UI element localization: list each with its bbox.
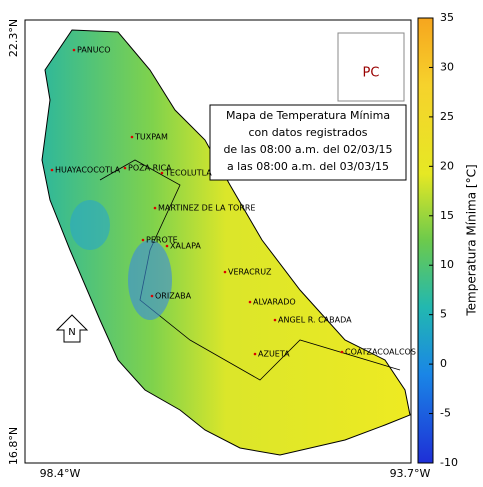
city-dot [50,168,54,172]
city-label: AZUETA [258,350,290,359]
city-dot [153,206,157,210]
title-line: de las 08:00 a.m. del 02/03/15 [223,143,392,156]
city-dot [248,300,252,304]
tick-label: 15 [440,209,454,222]
city-dot [72,48,76,52]
logo-box [337,32,405,102]
city-label: ALVARADO [253,298,296,307]
logo: PC [363,66,380,81]
city-label: ORIZABA [155,292,192,301]
cold-zone [128,240,172,320]
city-label: COATZACOALCOS [345,348,416,357]
tick-label: 25 [440,110,454,123]
city-dot [160,171,164,175]
title-box [209,104,407,181]
city-label: POZA RICA [128,164,172,173]
city-label: MARTINEZ DE LA TORRE [158,204,255,213]
city-label: PANUCO [77,46,111,55]
title-line: a las 08:00 a.m. del 03/03/15 [227,160,389,173]
tick-label: 10 [440,258,454,271]
city-dot [340,350,344,354]
tick-label: -10 [440,456,458,469]
lat-label: 16.8°N [7,427,20,465]
north-arrow [55,314,89,343]
tick-label: 35 [440,11,454,24]
tick-label: 5 [440,308,447,321]
title-line: Mapa de Temperatura Mínima [226,109,390,122]
lon-label: 98.4°W [40,467,81,480]
tick-label: 0 [440,357,447,370]
tick-label: 20 [440,159,454,172]
city-dot [150,294,154,298]
tick-label: 30 [440,60,454,73]
city-label: TECOLUTLA [164,169,212,178]
city-label: ANGEL R. CABADA [278,316,352,325]
city-dot [165,244,169,248]
city-label: VERACRUZ [228,268,272,277]
lat-label: 22.3°N [7,19,20,57]
north-label: N [68,327,75,338]
title: Mapa de Temperatura Mínima con datos regi… [223,109,392,173]
title-line: con datos registrados [248,126,367,139]
city-dot [273,318,277,322]
city-dot [141,238,145,242]
cold-zone [70,200,110,250]
city-label: TUXPAM [134,133,168,142]
colorbar-label: Temperatura Mínima [°C] [465,164,479,316]
city-label: PEROTE [146,236,178,245]
lon-label: 93.7°W [390,467,431,480]
city-dot [130,135,134,139]
tick-label: -5 [440,407,451,420]
city-dot [223,270,227,274]
city-label: XALAPA [170,242,201,251]
city-dot [253,352,257,356]
city-dot [123,166,127,170]
city-label: HUAYACOCOTLA [55,166,121,175]
colorbar [417,17,434,464]
